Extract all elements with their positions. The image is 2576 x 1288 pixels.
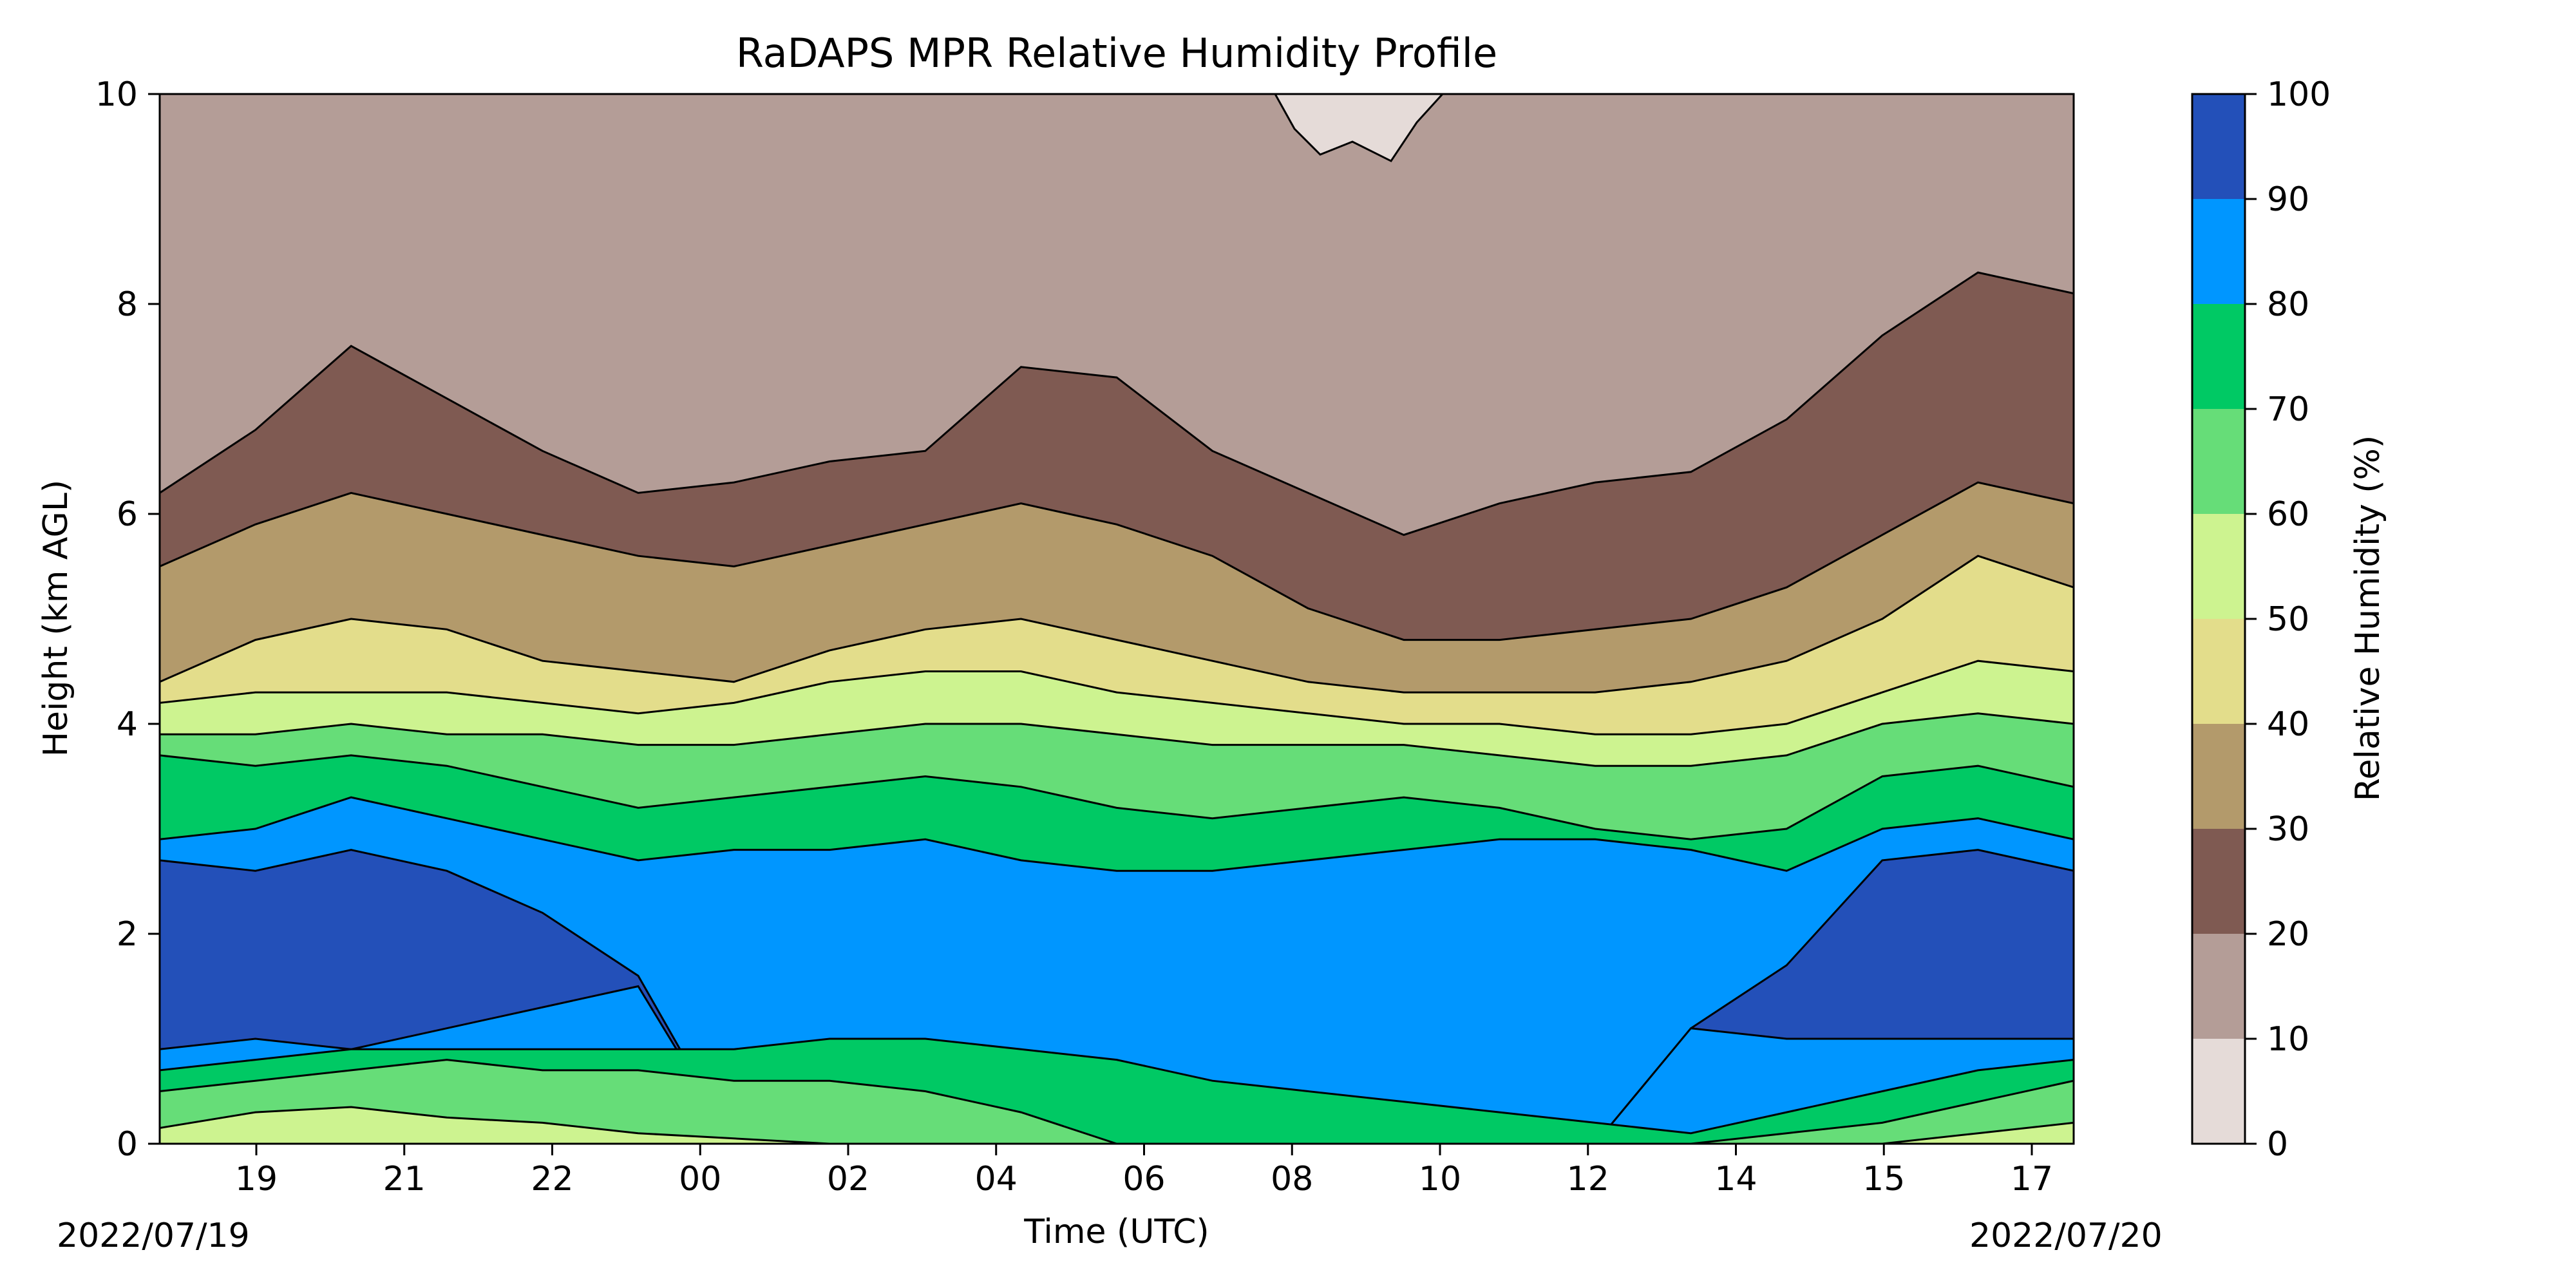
x-axis-label: Time (UTC) [1023,1213,1209,1251]
colorbar [2192,94,2245,1144]
x-tick-label: 14 [1714,1160,1757,1198]
colorbar-segment [2192,619,2245,724]
colorbar-segment [2192,304,2245,409]
x-axis-ticks: 19 21 22 00 02 04 06 08 10 12 14 15 17 [235,1144,2053,1198]
colorbar-tick-label: 30 [2267,810,2309,849]
colorbar-segment [2192,724,2245,829]
colorbar-segment [2192,199,2245,304]
start-date-label: 2022/07/19 [57,1217,250,1255]
x-tick-label: 12 [1567,1160,1609,1198]
x-tick-label: 15 [1862,1160,1905,1198]
colorbar-tick-label: 50 [2267,600,2309,639]
plot-frame [158,93,2075,1145]
colorbar-segment [2192,934,2245,1039]
colorbar-segment [2192,94,2245,199]
y-tick-label: 10 [95,75,138,114]
x-tick-label: 10 [1419,1160,1461,1198]
x-tick-label: 22 [531,1160,573,1198]
x-tick-label: 19 [235,1160,278,1198]
contour-plot-area [160,94,2074,1144]
y-tick-label: 0 [117,1125,138,1164]
colorbar-tick-label: 90 [2267,180,2309,219]
colorbar-segment [2192,514,2245,619]
colorbar-label: Relative Humidity (%) [2349,435,2387,802]
colorbar-segment [2192,409,2245,514]
y-tick-label: 8 [117,285,138,324]
colorbar-tick-label: 80 [2267,285,2309,324]
colorbar-tick-label: 10 [2267,1020,2309,1059]
colorbar-segment [2192,829,2245,934]
x-tick-label: 17 [2011,1160,2053,1198]
y-axis-label: Height (km AGL) [37,480,75,757]
colorbar-ticks: 0 10 20 30 40 50 60 70 80 90 100 [2245,75,2331,1164]
colorbar-tick-label: 70 [2267,390,2309,429]
colorbar-tick-label: 40 [2267,705,2309,744]
lower-band-below-70 [160,1059,2074,1144]
colorbar-segment [2192,1039,2245,1144]
colorbar-tick-label: 0 [2267,1125,2288,1164]
x-tick-label: 04 [975,1160,1018,1198]
end-date-label: 2022/07/20 [1969,1217,2163,1255]
x-tick-label: 06 [1122,1160,1165,1198]
colorbar-tick-label: 20 [2267,915,2309,954]
colorbar-tick-label: 60 [2267,495,2309,534]
lower-band-below-60 [160,1106,2074,1144]
x-tick-label: 08 [1271,1160,1313,1198]
x-tick-label: 21 [383,1160,426,1198]
y-tick-label: 2 [117,915,138,954]
y-tick-label: 4 [117,705,138,744]
band-0-10 [1274,94,1444,162]
y-axis-ticks: 0 2 4 6 8 10 [95,75,160,1164]
y-tick-label: 6 [117,495,138,534]
x-tick-label: 02 [827,1160,869,1198]
chart-title: RaDAPS MPR Relative Humidity Profile [736,30,1497,77]
x-tick-label: 00 [679,1160,721,1198]
colorbar-tick-label: 100 [2267,75,2331,114]
